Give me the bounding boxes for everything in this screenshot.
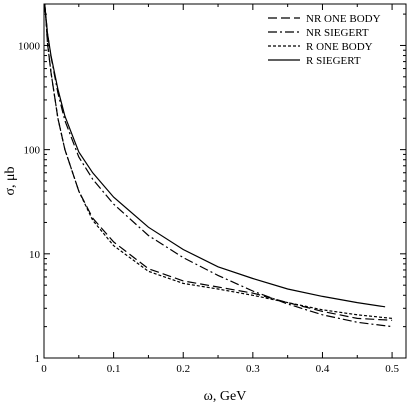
legend: NR ONE BODY NR SIEGERT R ONE BODY R SIEGERT xyxy=(268,13,381,67)
y-tick-label: 100 xyxy=(24,145,41,157)
legend-label: R ONE BODY xyxy=(306,41,373,53)
y-tick-label: 1 xyxy=(35,353,41,365)
x-tick-label: 0 xyxy=(41,363,47,375)
legend-label: NR ONE BODY xyxy=(306,13,381,25)
series-line-2 xyxy=(44,4,393,319)
series-line-0 xyxy=(44,4,393,321)
x-axis-title: ω, GeV xyxy=(204,389,247,404)
curves-layer xyxy=(44,4,393,328)
y-axis-title: σ, μb xyxy=(3,166,18,195)
x-tick-label: 0.2 xyxy=(176,363,190,375)
x-tick-label: 0.4 xyxy=(316,363,330,375)
x-tick-label: 0.5 xyxy=(385,363,399,375)
y-tick-label: 10 xyxy=(29,249,41,261)
y-tick-label: 1000 xyxy=(18,40,41,52)
series-line-3 xyxy=(44,4,386,308)
ticks-layer: 0 0.1 0.2 0.3 0.4 0.5 1 10 100 1000 xyxy=(18,4,406,375)
series-line-1 xyxy=(44,4,393,328)
x-tick-label: 0.1 xyxy=(107,363,121,375)
legend-label: NR SIEGERT xyxy=(306,27,369,39)
legend-label: R SIEGERT xyxy=(306,55,361,67)
x-tick-label: 0.3 xyxy=(246,363,260,375)
